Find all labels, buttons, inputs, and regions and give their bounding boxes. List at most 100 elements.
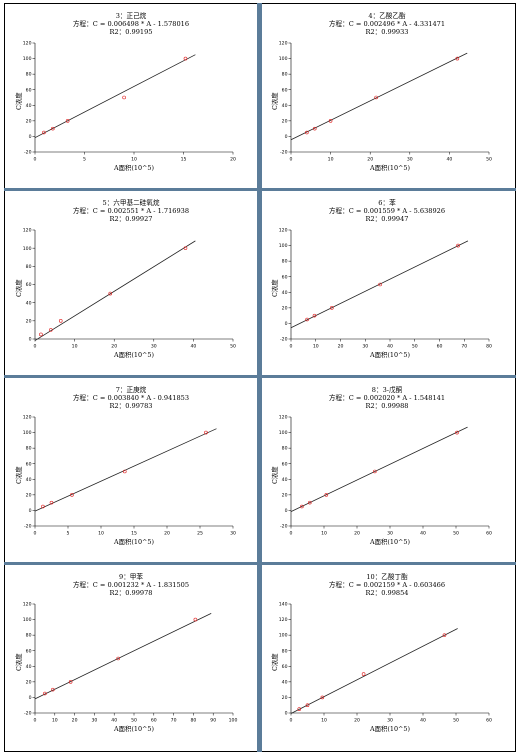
x-tick-label: 100 (229, 718, 238, 724)
y-tick-label: 120 (279, 41, 288, 47)
y-tick-label: 20 (282, 118, 288, 124)
y-tick-label: 120 (279, 415, 288, 421)
data-point (305, 130, 309, 135)
x-tick-label: 0 (34, 718, 37, 724)
x-tick-label: 70 (461, 344, 467, 350)
x-tick-label: 20 (164, 531, 170, 537)
x-tick-label: 70 (171, 718, 177, 724)
data-point (305, 703, 310, 708)
data-point (456, 243, 460, 248)
data-point (183, 56, 188, 61)
calibration-chart: 7：正庚烷 方程：C = 0.003840 * A - 0.941853 R2：0.… (6, 380, 256, 560)
calibration-chart: 3：正己烷 方程：C = 0.006498 * A - 1.578016 R2：0.… (6, 6, 256, 186)
data-point (39, 332, 43, 337)
chart-title: 5：六甲基二硅氧烷 (102, 199, 160, 207)
x-tick-label: 20 (354, 718, 360, 724)
x-tick-label: 0 (34, 531, 37, 537)
y-tick-label: 80 (282, 446, 288, 452)
y-tick-label: 80 (26, 72, 32, 78)
x-tick-label: 25 (197, 531, 203, 537)
x-tick-label: 20 (367, 157, 373, 163)
x-tick-label: 30 (387, 531, 393, 537)
x-tick-label: 30 (230, 531, 236, 537)
x-tick-label: 50 (453, 531, 459, 537)
x-axis-title: A面积(10^5) (114, 725, 154, 733)
data-point (300, 504, 304, 509)
y-tick-label: 40 (26, 103, 32, 109)
regression-line (34, 428, 217, 512)
x-tick-label: 60 (151, 718, 157, 724)
data-point (49, 500, 54, 505)
y-tick-label: 40 (282, 477, 288, 483)
x-tick-label: 40 (111, 718, 117, 724)
y-tick-label: -20 (280, 337, 288, 343)
y-tick-label: 20 (282, 492, 288, 498)
x-tick-label: 10 (131, 157, 137, 163)
chart-equation: 方程：C = 0.003840 * A - 0.941853 (72, 394, 190, 402)
y-tick-label: 120 (23, 602, 32, 608)
x-tick-label: 20 (230, 157, 236, 163)
x-tick-label: 15 (131, 531, 137, 537)
calibration-chart: 5：六甲基二硅氧烷 方程：C = 0.002551 * A - 1.716938 R… (6, 193, 256, 373)
y-tick-label: 100 (279, 430, 288, 436)
data-point (324, 493, 329, 497)
data-point (328, 119, 333, 123)
chart-r2: R2：0.99195 (109, 28, 153, 36)
row-divider-3 (4, 562, 516, 565)
x-tick-label: 10 (52, 718, 58, 724)
x-tick-label: 40 (387, 344, 393, 350)
calibration-chart: 4：乙酸乙酯 方程：C = 0.002496 * A - 4.331471 R2：0… (262, 6, 512, 186)
x-tick-label: 40 (446, 157, 452, 163)
x-tick-label: 60 (486, 718, 492, 724)
x-tick-label: 30 (362, 344, 368, 350)
y-tick-label: 100 (279, 633, 288, 639)
x-tick-label: 5 (83, 157, 86, 163)
y-tick-label: 80 (26, 633, 32, 639)
x-tick-label: 20 (338, 344, 344, 350)
x-tick-label: 10 (72, 344, 78, 350)
data-point (108, 291, 113, 296)
chart-r2: R2：0.99978 (109, 589, 153, 597)
y-tick-label: 60 (26, 282, 32, 288)
x-tick-label: 10 (98, 531, 104, 537)
data-point (330, 306, 334, 310)
chart-r2: R2：0.99783 (109, 402, 153, 410)
y-axis-title: C浓度 (15, 278, 23, 297)
regression-line (34, 54, 196, 139)
y-tick-label: 0 (285, 134, 288, 140)
y-tick-label: 80 (282, 648, 288, 654)
chart-title: 8：3-戊酮 (371, 386, 403, 394)
data-point (68, 680, 73, 684)
y-tick-label: 120 (23, 41, 32, 47)
y-tick-label: 40 (282, 290, 288, 296)
x-tick-label: 20 (354, 531, 360, 537)
y-tick-label: 0 (285, 508, 288, 514)
data-point (312, 126, 317, 131)
x-tick-label: 50 (486, 157, 492, 163)
chart-equation: 方程：C = 0.006498 * A - 1.578016 (72, 20, 190, 28)
y-tick-label: 60 (282, 87, 288, 93)
y-tick-label: 20 (26, 318, 32, 324)
chart-r2: R2：0.99947 (365, 215, 409, 223)
y-tick-label: -20 (280, 150, 288, 156)
y-axis-title: C浓度 (15, 652, 23, 671)
regression-line (290, 240, 469, 329)
x-tick-label: 10 (313, 344, 319, 350)
y-tick-label: 40 (26, 477, 32, 483)
chart-title: 3：正己烷 (115, 12, 147, 20)
chart-title: 4：乙酸乙酯 (368, 12, 406, 20)
data-point (41, 504, 45, 509)
y-tick-label: 40 (282, 103, 288, 109)
data-point (65, 119, 70, 123)
y-tick-label: 80 (282, 72, 288, 78)
y-tick-label: 140 (279, 602, 288, 608)
x-axis-title: A面积(10^5) (114, 164, 154, 172)
y-tick-label: -20 (24, 524, 32, 530)
data-point (373, 469, 377, 474)
y-tick-label: 120 (23, 228, 32, 234)
